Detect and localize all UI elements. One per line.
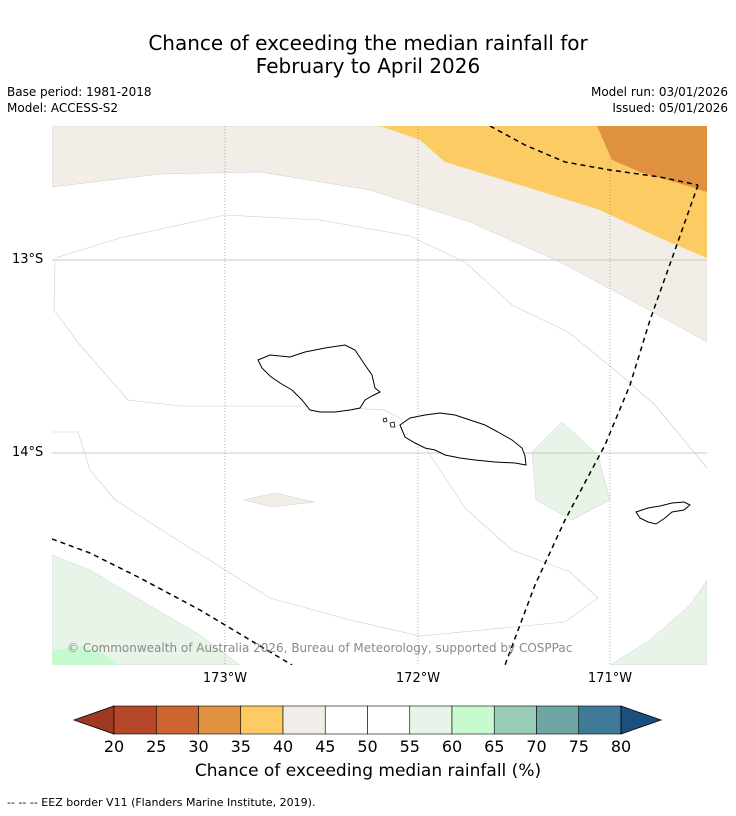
colorbar-tick-label: 30 [188, 737, 209, 756]
colorbar-tick-label: 80 [610, 737, 632, 756]
map-title-line1: Chance of exceeding the median rainfall … [148, 31, 588, 55]
region-40-45-patch [243, 492, 315, 508]
colorbar-tick-label: 60 [441, 737, 463, 756]
colorbar-tick-label: 35 [230, 737, 251, 756]
map-svg [52, 126, 707, 665]
colorbar-segment [493, 705, 537, 735]
colorbar-tick-label: 70 [526, 737, 547, 756]
island-savaii [257, 344, 381, 413]
issued-date: Issued: 05/01/2026 [612, 101, 728, 115]
region-55-60-southwest [52, 554, 241, 665]
island-upolu [399, 412, 527, 466]
contour-line-inner [54, 214, 707, 469]
map-title-line2: February to April 2026 [255, 54, 481, 78]
colorbar-tick-label: 25 [146, 737, 167, 756]
eez-footnote: -- -- -- EEZ border V11 (Flanders Marine… [7, 796, 316, 809]
colorbar-extension-low [72, 705, 115, 735]
colorbar-segment [240, 705, 284, 735]
colorbar-segment [536, 705, 580, 735]
colorbar-segment [324, 705, 368, 735]
colorbar-extension-high [620, 705, 663, 735]
colorbar-tick-label: 75 [568, 737, 589, 756]
map-panel [52, 126, 707, 665]
colorbar-segment [282, 705, 326, 735]
contour-line-ring [52, 261, 599, 637]
base-period: Base period: 1981-2018 [7, 85, 152, 99]
lon-label-172w: 172°W [395, 671, 441, 686]
meta-right: Model run: 03/01/2026 Issued: 05/01/2026 [591, 84, 728, 116]
island-tutuila [635, 501, 691, 525]
lon-label-173w: 173°W [202, 671, 248, 686]
copyright-notice: © Commonwealth of Australia 2026, Bureau… [67, 641, 573, 655]
colorbar-tick-label: 65 [484, 737, 505, 756]
region-55-60-patch [531, 421, 611, 521]
meta-left: Base period: 1981-2018 Model: ACCESS-S2 [7, 84, 152, 116]
colorbar-segment [578, 705, 622, 735]
graticule [52, 126, 707, 665]
colorbar-tick-label: 40 [272, 737, 294, 756]
colorbar-tick-label: 55 [399, 737, 420, 756]
colorbar-segment [155, 705, 199, 735]
model-name: Model: ACCESS-S2 [7, 101, 119, 115]
island-islet-2 [389, 421, 396, 428]
lat-label-14s: 14°S [12, 445, 44, 460]
colorbar-title: Chance of exceeding median rainfall (%) [194, 761, 542, 781]
island-islet-1 [382, 417, 388, 423]
colorbar-segment [198, 705, 242, 735]
colorbar-segment [409, 705, 453, 735]
colorbar-tick-label: 20 [103, 737, 125, 756]
colorbar-tick-label: 50 [357, 737, 378, 756]
colorbar-segment [113, 705, 157, 735]
lon-label-171w: 171°W [587, 671, 633, 686]
colorbar-segment [367, 705, 411, 735]
eez-border-east [504, 184, 699, 665]
region-30-35 [597, 126, 707, 192]
model-run: Model run: 03/01/2026 [590, 85, 728, 99]
region-55-60-southeast [609, 579, 707, 665]
colorbar-segment [451, 705, 495, 735]
eez-border-southwest [52, 538, 293, 665]
lat-label-13s: 13°S [12, 252, 44, 267]
region-60-65-southwest [52, 646, 118, 665]
colorbar [72, 705, 663, 735]
colorbar-tick-label: 45 [315, 737, 336, 756]
